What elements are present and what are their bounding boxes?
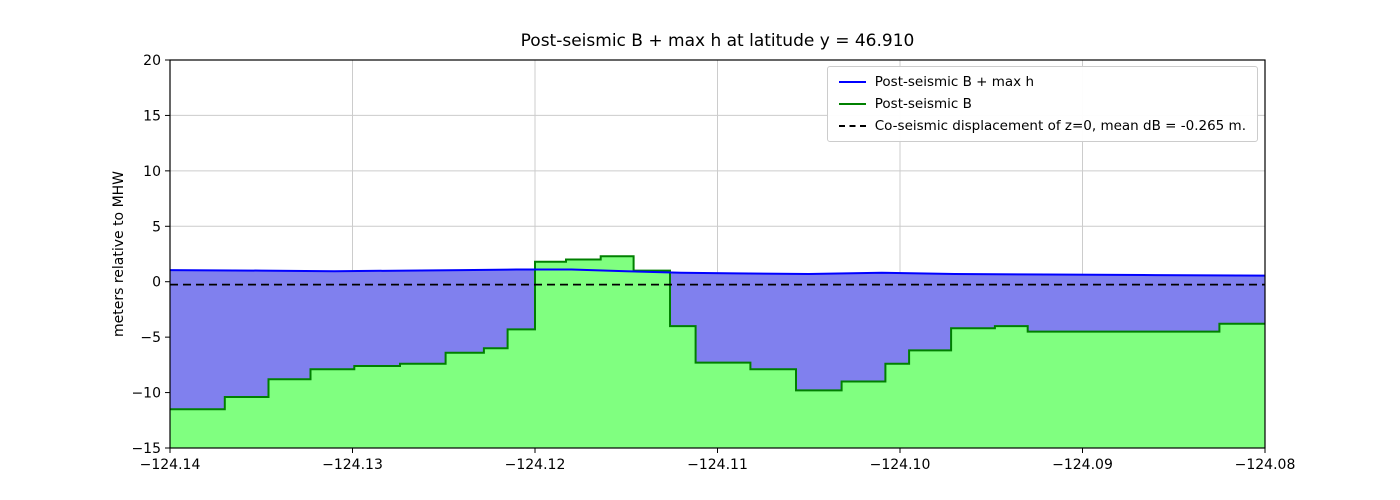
legend-label: Post-seismic B + max h bbox=[874, 74, 1035, 90]
green-step-line bbox=[170, 255, 1265, 411]
chart-title: Post-seismic B + max h at latitude y = 4… bbox=[520, 31, 915, 51]
y-tick-label: −5 bbox=[140, 330, 161, 346]
x-tick-label: −124.13 bbox=[322, 457, 383, 473]
blue-line bbox=[169, 268, 1266, 277]
y-tick-label: 15 bbox=[143, 108, 161, 124]
y-tick-label: −10 bbox=[131, 386, 161, 402]
dashed-line-sample-icon bbox=[838, 125, 866, 127]
legend-entry-green: Post-seismic B bbox=[838, 96, 1246, 112]
x-tick-label: −124.11 bbox=[687, 457, 748, 473]
legend: Post-seismic B + max h Post-seismic B Co… bbox=[826, 66, 1258, 142]
legend-entry-dashed: Co-seismic displacement of z=0, mean dB … bbox=[838, 118, 1246, 134]
x-tick-label: −124.09 bbox=[1052, 457, 1113, 473]
x-tick-label: −124.10 bbox=[870, 457, 931, 473]
y-tick-label: 10 bbox=[143, 164, 161, 180]
y-axis-label: meters relative to MHW bbox=[111, 170, 127, 338]
blue-line-sample-icon bbox=[838, 81, 866, 83]
y-tick-label: −15 bbox=[131, 441, 161, 457]
x-tick-label: −124.12 bbox=[505, 457, 566, 473]
legend-label: Co-seismic displacement of z=0, mean dB … bbox=[874, 118, 1246, 134]
legend-label: Post-seismic B bbox=[874, 96, 972, 112]
y-tick-label: 20 bbox=[143, 53, 161, 69]
y-tick-label: 0 bbox=[152, 275, 161, 291]
y-tick-label: 5 bbox=[152, 219, 161, 235]
green-area-fill bbox=[170, 256, 1265, 448]
legend-entry-blue: Post-seismic B + max h bbox=[838, 74, 1246, 90]
x-tick-label: −124.14 bbox=[140, 457, 201, 473]
green-line-sample-icon bbox=[838, 103, 866, 105]
x-tick-label: −124.08 bbox=[1235, 457, 1296, 473]
